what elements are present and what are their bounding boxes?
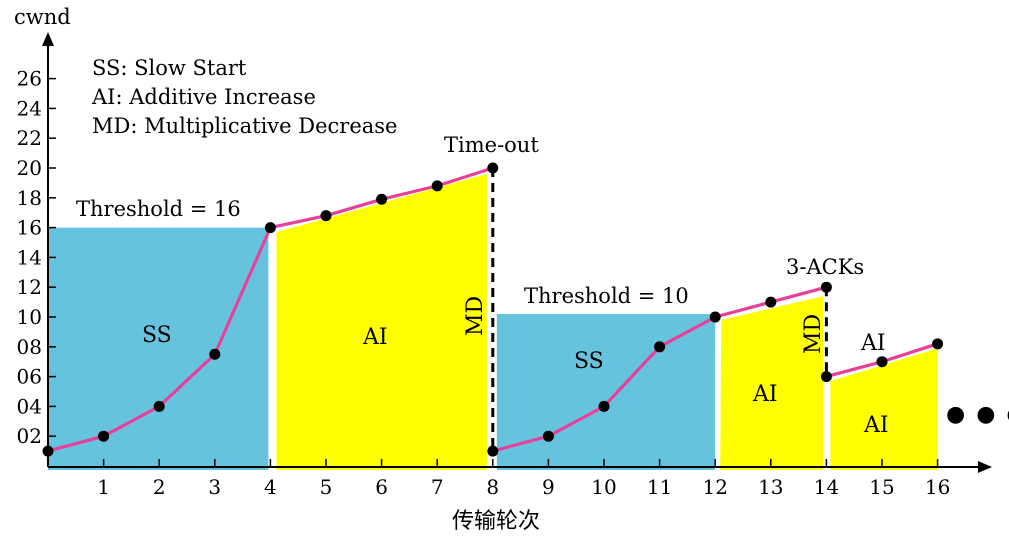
- y-tick-label-22: 22: [17, 126, 42, 150]
- x-ticks: 1 2 3 4 5 6 7 8 9 10 11 12 13 14 15 16: [97, 459, 950, 499]
- data-point-17: [876, 356, 888, 368]
- y-axis-arrow: [42, 32, 54, 46]
- x-tick-label-6: 6: [375, 475, 388, 499]
- markers: [42, 162, 944, 457]
- data-point-9: [487, 445, 499, 457]
- y-tick-label-08: 08: [17, 335, 42, 359]
- data-point-8: [487, 162, 499, 174]
- data-point-5: [320, 210, 332, 222]
- x-tick-label-7: 7: [431, 475, 444, 499]
- x-tick-label-4: 4: [264, 475, 277, 499]
- continuation-dots: ● ● ●: [946, 402, 1009, 427]
- legend-entry-ss: SS: Slow Start: [92, 56, 247, 80]
- x-tick-label-9: 9: [542, 475, 555, 499]
- data-point-0: [42, 445, 54, 457]
- data-point-18: [932, 338, 944, 350]
- ss-label-2: SS: [574, 349, 604, 374]
- y-tick-label-02: 02: [17, 424, 42, 448]
- y-tick-label-20: 20: [17, 156, 42, 180]
- x-tick-label-5: 5: [320, 475, 333, 499]
- y-axis-label: cwnd: [14, 5, 71, 29]
- y-tick-label-24: 24: [17, 96, 42, 120]
- threshold1-label: Threshold = 16: [76, 197, 241, 221]
- data-point-15: [820, 281, 832, 293]
- axes: [42, 32, 992, 473]
- ai-label-1: AI: [362, 325, 388, 350]
- data-point-12: [654, 341, 666, 353]
- x-tick-label-12: 12: [702, 475, 727, 499]
- ss-label-1: SS: [142, 323, 172, 348]
- x-tick-label-2: 2: [153, 475, 166, 499]
- ai-label-3: AI: [860, 331, 886, 356]
- data-point-16: [820, 371, 832, 383]
- data-point-7: [431, 180, 443, 192]
- y-tick-label-16: 16: [17, 216, 42, 240]
- ai-label-2: AI: [752, 382, 778, 407]
- legend-entry-ai: AI: Additive Increase: [91, 85, 316, 109]
- ai-label-4: AI: [863, 413, 889, 438]
- y-tick-label-04: 04: [17, 394, 42, 418]
- data-point-1: [98, 430, 110, 442]
- data-point-6: [376, 193, 388, 205]
- x-tick-label-14: 14: [814, 475, 839, 499]
- ai-region-3: [830, 348, 938, 470]
- acks-label: 3-ACKs: [786, 255, 864, 279]
- x-tick-label-15: 15: [869, 475, 894, 499]
- ss-region-2: [496, 314, 716, 470]
- x-axis-arrow: [978, 461, 992, 473]
- x-tick-label-11: 11: [647, 475, 672, 499]
- x-tick-label-10: 10: [591, 475, 616, 499]
- ai-region-1: [276, 173, 487, 470]
- ss-region-1: [48, 227, 269, 470]
- y-tick-label-06: 06: [17, 365, 42, 389]
- y-tick-label-12: 12: [17, 275, 42, 299]
- x-tick-label-1: 1: [97, 475, 110, 499]
- data-point-10: [542, 430, 554, 442]
- x-tick-label-8: 8: [486, 475, 499, 499]
- md-lines: [491, 168, 828, 452]
- threshold2-label: Threshold = 10: [524, 284, 689, 308]
- timeout-label: Time-out: [444, 133, 539, 157]
- y-tick-label-26: 26: [17, 67, 42, 91]
- x-axis-label: 传输轮次: [452, 509, 540, 534]
- y-tick-label-18: 18: [17, 186, 42, 210]
- md-label-1: MD: [463, 296, 488, 336]
- md-label-2: MD: [801, 314, 826, 354]
- ai-region-2: [720, 296, 824, 470]
- regions: [48, 173, 938, 470]
- data-point-11: [598, 400, 610, 412]
- y-tick-label-14: 14: [17, 245, 42, 269]
- x-tick-label-13: 13: [758, 475, 783, 499]
- x-tick-label-16: 16: [925, 475, 950, 499]
- data-point-14: [765, 296, 777, 308]
- y-tick-label-10: 10: [17, 305, 42, 329]
- legend-entry-md: MD: Multiplicative Decrease: [92, 114, 397, 138]
- data-point-3: [209, 348, 221, 360]
- x-tick-label-3: 3: [208, 475, 221, 499]
- data-point-4: [264, 222, 276, 234]
- data-point-13: [709, 311, 721, 323]
- y-ticks: 02 04 06 08 10 12 14 16 18 20 22 24 26: [17, 67, 56, 448]
- data-point-2: [153, 400, 165, 412]
